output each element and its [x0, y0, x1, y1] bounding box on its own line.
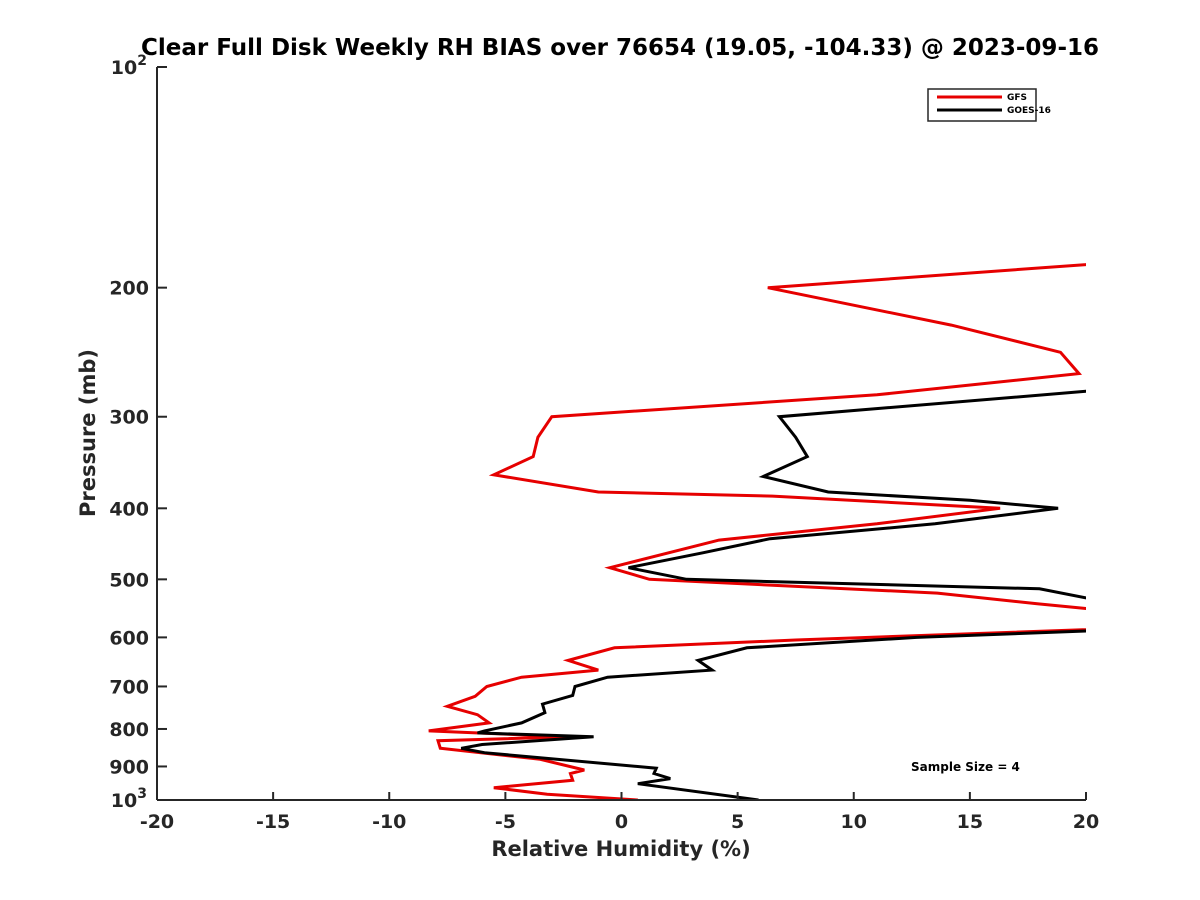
y-tick-label: 300 [109, 407, 149, 429]
y-tick-label: 103 [111, 786, 147, 812]
y-tick-label: 102 [111, 53, 147, 79]
y-tick-label: 400 [109, 498, 149, 520]
x-tick-label: -10 [372, 811, 406, 833]
legend: GFS GOES-16 [927, 88, 1051, 122]
legend-label-gfs: GFS [1007, 93, 1027, 103]
x-tick-label: 15 [957, 811, 983, 833]
legend-box [927, 88, 1037, 122]
chart-title: Clear Full Disk Weekly RH BIAS over 7665… [141, 35, 1099, 61]
x-tick-label: -20 [140, 811, 174, 833]
x-tick-label: -5 [495, 811, 516, 833]
y-tick-label: 600 [109, 627, 149, 649]
series-line-gfs [428, 262, 1086, 800]
y-axis-label: Pressure (mb) [76, 349, 100, 517]
axes-layer: -20 -15 -10 -5 0 5 10 15 20 102 200 300 400 500 600 700… [109, 53, 1099, 833]
y-tick-label: 200 [109, 278, 149, 300]
y-tick-label: 700 [109, 676, 149, 698]
x-tick-label: 5 [731, 811, 744, 833]
y-tick-label: 900 [109, 756, 149, 778]
x-tick-label: 0 [615, 811, 628, 833]
x-tick-label: 20 [1073, 811, 1099, 833]
x-axis-label: Relative Humidity (%) [491, 837, 750, 861]
x-tick-label: 10 [841, 811, 867, 833]
series-layer [428, 262, 1086, 800]
legend-label-goes-16: GOES-16 [1007, 106, 1051, 116]
sample-size-annotation: Sample Size = 4 [911, 760, 1020, 774]
series-line-goes-16 [460, 389, 1086, 800]
y-tick-label: 500 [109, 569, 149, 591]
x-tick-label: -15 [256, 811, 290, 833]
y-tick-label: 800 [109, 719, 149, 741]
